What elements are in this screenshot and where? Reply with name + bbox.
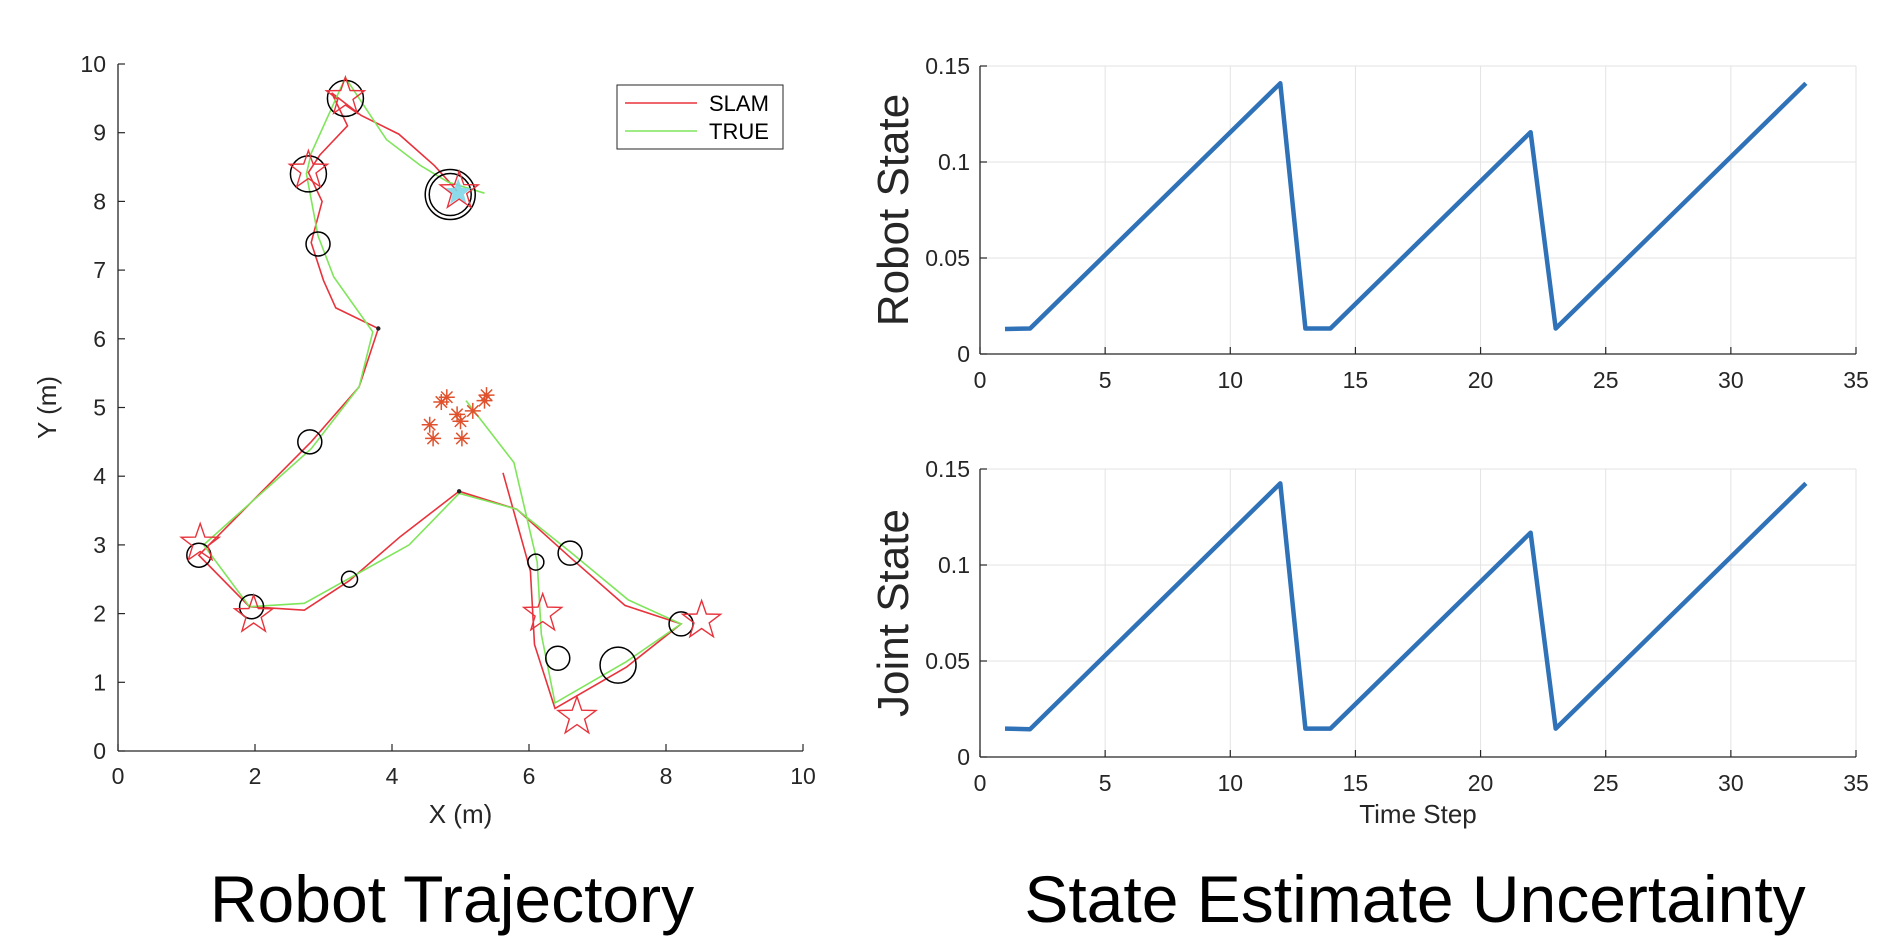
landmark-circle (305, 231, 331, 257)
x-tick-label: 5 (1099, 367, 1112, 393)
landmark-circle (340, 570, 359, 588)
observation-asterisk-marker (476, 392, 493, 409)
estimate-star-marker (521, 591, 564, 632)
landmark-circle (289, 155, 328, 193)
estimate-star-marker (287, 148, 330, 189)
x-tick-label: 6 (523, 763, 536, 789)
landmark-highlight-star (444, 178, 472, 204)
x-tick-label: 5 (1099, 770, 1112, 796)
x-tick-label: 25 (1593, 367, 1619, 393)
x-tick-label: 35 (1843, 770, 1869, 796)
x-tick-label: 0 (112, 763, 125, 789)
legend-box (616, 84, 784, 150)
landmark-circle (545, 645, 571, 672)
estimate-star-marker (438, 168, 481, 210)
x-tick-label: 4 (386, 763, 399, 789)
y-axis-label: Joint State (869, 509, 918, 717)
uncertainty-line (1004, 481, 1808, 732)
y-tick-label: 9 (93, 120, 106, 146)
observation-asterisk-marker (478, 387, 495, 404)
landmark-circle (527, 553, 545, 571)
x-tick-label: 0 (974, 770, 987, 796)
estimate-star-marker (232, 592, 275, 633)
landmark-circle (326, 79, 365, 118)
trajectory-chart: 0 2 4 6 8 10 0 1 2 3 4 5 6 7 8 9 10 X (m) Y (m) SLAM TRUE (32, 51, 816, 829)
x-tick-label: 30 (1718, 770, 1744, 796)
x-tick-label: 35 (1843, 367, 1869, 393)
landmark-circle (297, 429, 323, 455)
x-tick-label: 25 (1593, 770, 1619, 796)
estimate-star-marker (179, 521, 222, 562)
x-tick-label: 20 (1468, 770, 1494, 796)
estimate-star-marker (555, 694, 599, 735)
y-axis-label: Robot State (869, 94, 918, 326)
x-tick-label: 15 (1343, 367, 1369, 393)
y-tick-label: 0 (957, 744, 970, 770)
y-tick-label: 8 (93, 188, 106, 214)
x-tick-label: 30 (1718, 367, 1744, 393)
x-tick-label: 8 (660, 763, 673, 789)
y-tick-label: 7 (93, 257, 106, 283)
observation-asterisk-marker (464, 402, 481, 419)
x-tick-label: 10 (1217, 770, 1243, 796)
y-tick-label: 5 (93, 395, 106, 421)
y-tick-label: 1 (93, 669, 106, 695)
x-tick-label: 10 (790, 763, 816, 789)
caption-state-estimate-uncertainty: State Estimate Uncertainty (1024, 862, 1805, 936)
y-tick-label: 0.1 (938, 149, 970, 175)
x-tick-label: 15 (1343, 770, 1369, 796)
x-tick-label: 20 (1468, 367, 1494, 393)
observation-asterisk-marker (425, 430, 442, 447)
x-axis-label: X (m) (429, 799, 493, 829)
y-tick-label: 6 (93, 326, 106, 352)
y-tick-label: 0.15 (925, 53, 970, 79)
trajectory-dot (376, 326, 381, 331)
y-tick-label: 0.05 (925, 245, 970, 271)
uncertainty-line (1004, 81, 1808, 332)
y-tick-label: 0 (93, 738, 106, 764)
y-tick-label: 10 (80, 51, 106, 77)
landmark-circle (238, 593, 265, 620)
y-tick-label: 0.1 (938, 552, 970, 578)
robot-state-chart: 0 5 10 15 20 25 30 35 0 0.05 0.1 0.15 Robot State (869, 53, 1869, 393)
observation-asterisk-marker (452, 413, 469, 430)
caption-robot-trajectory: Robot Trajectory (210, 862, 694, 936)
legend-label-true: TRUE (709, 119, 769, 144)
legend-label-slam: SLAM (709, 91, 769, 116)
x-tick-label: 2 (249, 763, 262, 789)
y-tick-label: 3 (93, 532, 106, 558)
x-tick-label: 10 (1217, 367, 1243, 393)
y-tick-label: 0.15 (925, 456, 970, 482)
y-tick-label: 0 (957, 341, 970, 367)
landmark-circle-inner (428, 172, 472, 217)
y-axis-label: Y (m) (32, 376, 62, 439)
series-line-true (202, 76, 683, 705)
trajectory-dot (456, 489, 462, 494)
estimate-star-marker (680, 598, 723, 639)
x-axis-label: Time Step (1359, 799, 1477, 829)
x-tick-label: 0 (974, 367, 987, 393)
observation-asterisk-marker (453, 430, 470, 447)
landmark-circle (557, 540, 583, 566)
observation-asterisk-marker (438, 389, 455, 406)
landmark-circle (599, 646, 637, 684)
estimate-star-marker (324, 74, 367, 115)
y-tick-label: 4 (93, 463, 106, 489)
joint-state-chart: 0 5 10 15 20 25 30 35 0 0.05 0.1 0.15 Joint State Tim… (869, 456, 1869, 829)
y-tick-label: 2 (93, 601, 106, 627)
y-tick-label: 0.05 (925, 648, 970, 674)
landmark-circle (424, 168, 476, 221)
observation-asterisk-marker (449, 406, 466, 423)
observation-asterisk-marker (421, 416, 438, 433)
